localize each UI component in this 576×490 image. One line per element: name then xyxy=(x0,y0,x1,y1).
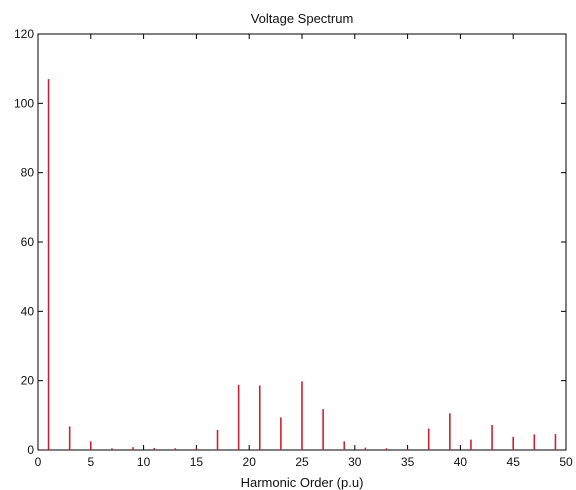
y-tick-label: 120 xyxy=(14,27,34,41)
y-tick-label: 100 xyxy=(14,96,34,110)
axis-ticks: 0 5 10 15 20 25 30 35 40 45 50 0 20 40 60 80 100 120 xyxy=(14,27,573,469)
y-tick-label: 0 xyxy=(27,443,34,457)
x-tick-label: 40 xyxy=(454,455,468,469)
x-tick-label: 35 xyxy=(401,455,415,469)
x-tick-label: 30 xyxy=(348,455,362,469)
y-tick-label: 40 xyxy=(21,304,35,318)
x-tick-label: 50 xyxy=(559,455,573,469)
x-tick-label: 25 xyxy=(295,455,309,469)
x-tick-label: 20 xyxy=(243,455,257,469)
y-tick-label: 20 xyxy=(21,374,35,388)
y-tick-label: 60 xyxy=(21,235,35,249)
x-tick-label: 10 xyxy=(137,455,151,469)
y-tick-label: 80 xyxy=(21,166,35,180)
x-tick-label: 15 xyxy=(190,455,204,469)
x-tick-label: 0 xyxy=(35,455,42,469)
chart-title: Voltage Spectrum xyxy=(251,11,354,26)
stem-series xyxy=(47,79,557,450)
x-tick-label: 45 xyxy=(507,455,521,469)
x-tick-label: 5 xyxy=(87,455,94,469)
x-axis-label: Harmonic Order (p.u) xyxy=(241,475,364,490)
